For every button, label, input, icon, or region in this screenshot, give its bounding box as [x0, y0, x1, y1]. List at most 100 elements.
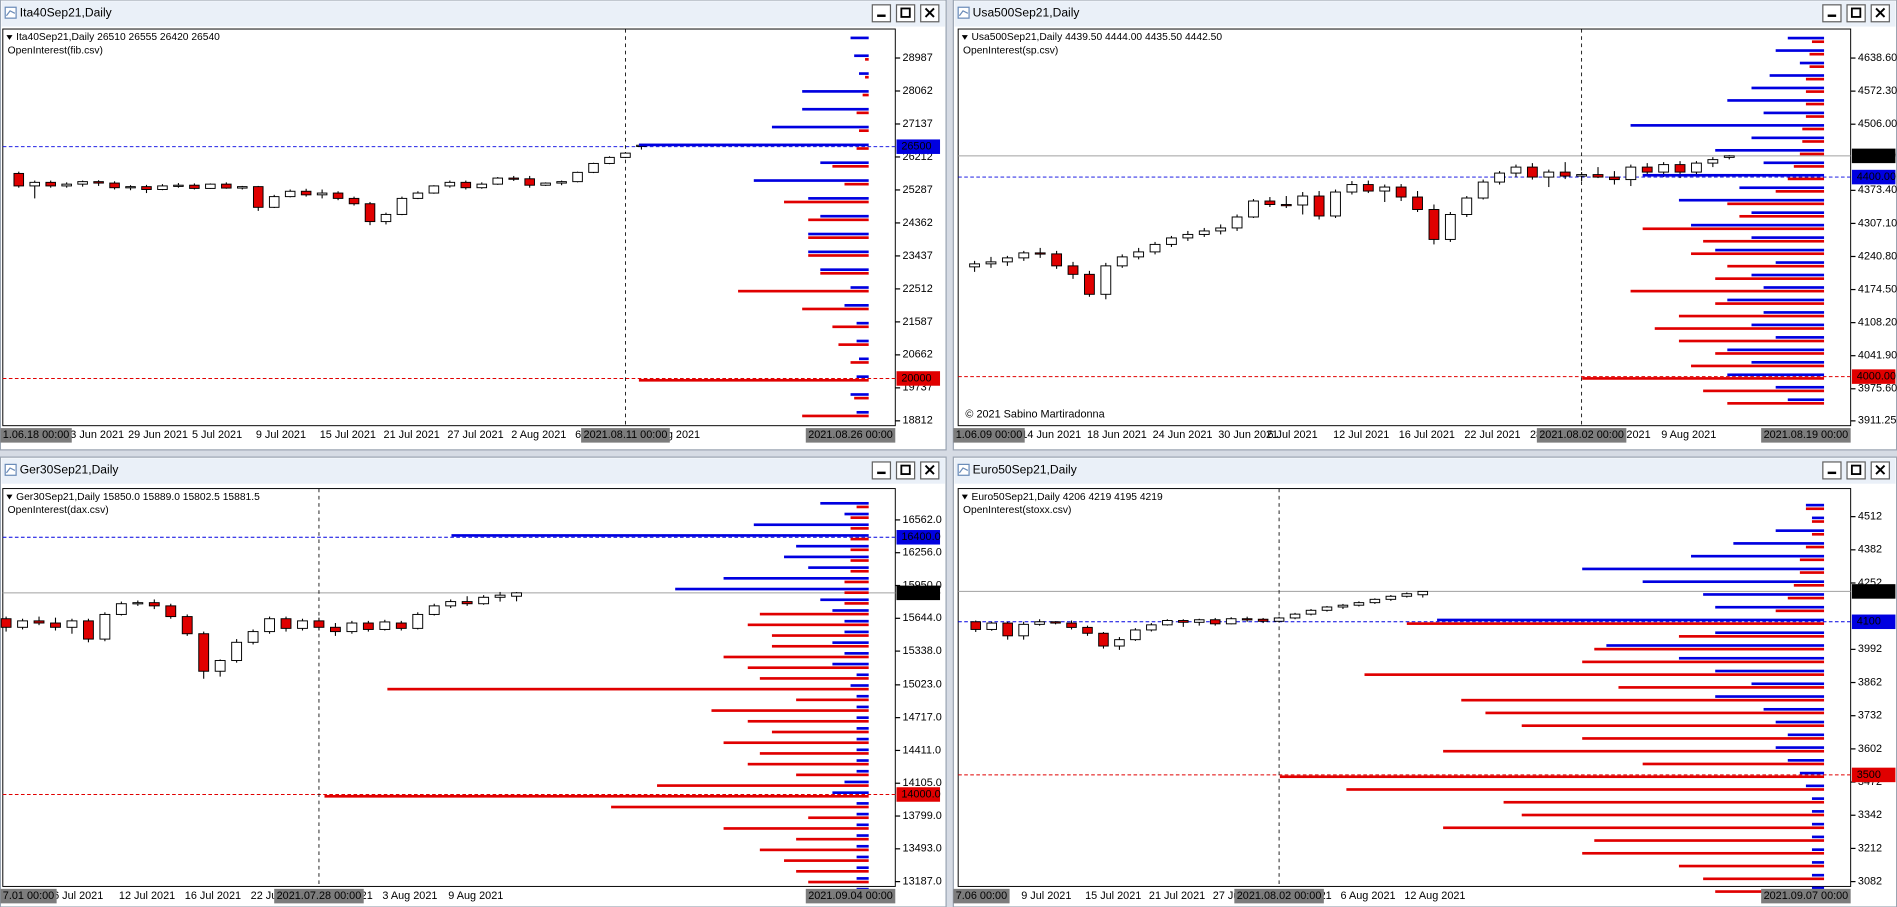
call-oi-bar: [1769, 74, 1825, 77]
call-oi-bar: [1775, 385, 1825, 389]
maximize-button[interactable]: [1846, 461, 1866, 480]
put-oi-bar: [1406, 622, 1825, 625]
call-oi-bar: [1703, 593, 1825, 596]
start-time-label: 7.01 00:00: [3, 890, 54, 902]
call-oi-bar: [844, 652, 869, 655]
candle-body: [1428, 209, 1440, 240]
call-oi-bar: [1805, 784, 1825, 788]
title-bar: [1, 1, 945, 27]
call-oi-bar: [1763, 311, 1825, 314]
y-tick-label: 13799.0: [903, 810, 942, 822]
put-oi-bar: [796, 773, 869, 777]
candle-body: [461, 601, 473, 605]
put-oi-bar: [808, 880, 869, 884]
put-oi-bar: [796, 837, 869, 841]
minimize-button[interactable]: [871, 461, 892, 480]
candle-body: [1609, 176, 1620, 181]
call-oi-bar: [1606, 644, 1825, 647]
call-oi-bar: [675, 587, 869, 591]
call-oi-bar: [856, 844, 869, 848]
candle-body: [221, 183, 232, 189]
level-label: 3500: [1857, 769, 1881, 781]
candle-body: [985, 261, 997, 265]
candle-body: [380, 213, 392, 223]
y-tick-label: 14105.0: [903, 777, 942, 789]
collapse-arrow[interactable]: [6, 494, 13, 500]
call-oi-bar: [1811, 861, 1825, 864]
call-oi-bar: [808, 566, 869, 569]
y-tick-label: 4572.30: [1858, 85, 1897, 97]
call-oi-bar: [854, 54, 869, 58]
candle-body: [524, 178, 535, 186]
candle-body: [1050, 621, 1061, 624]
put-oi-bar: [638, 378, 869, 382]
chart-title: Ger30Sep21,Daily 15850.0 15889.0 15802.5…: [16, 492, 260, 503]
candle-body: [396, 197, 408, 215]
y-tick-label: 4174.50: [1858, 283, 1897, 295]
call-oi-bar: [1582, 567, 1825, 571]
y-tick-label: 3342: [1858, 809, 1882, 821]
minimize-button[interactable]: [1822, 461, 1842, 480]
call-oi-bar: [1763, 161, 1825, 165]
candle-body: [1146, 624, 1157, 631]
candle-body: [148, 602, 160, 607]
call-oi-bar: [820, 268, 869, 272]
candle-body: [1225, 618, 1237, 625]
put-oi-bar: [1727, 264, 1825, 268]
call-oi-bar: [856, 823, 869, 827]
candle-body: [237, 186, 248, 189]
put-oi-bar: [1739, 214, 1825, 218]
level-label: 4442.50: [1857, 150, 1896, 162]
put-oi-bar: [1678, 635, 1825, 638]
call-oi-bar: [856, 759, 869, 762]
candle-body: [1248, 200, 1259, 218]
x-tick-label: 30 Jun 2021: [1218, 429, 1278, 441]
maximize-button[interactable]: [1846, 4, 1866, 23]
put-oi-bar: [1582, 737, 1825, 740]
minimize-button[interactable]: [1822, 4, 1842, 23]
window-title: Usa500Sep21,Daily: [973, 5, 1081, 19]
candle-body: [1313, 195, 1325, 217]
level-label-bg: [896, 371, 941, 386]
x-tick-label: 12 Jul 2021: [119, 890, 175, 902]
candle-body: [29, 181, 41, 187]
put-oi-bar: [747, 762, 869, 766]
call-oi-bar: [856, 737, 869, 741]
maximize-button[interactable]: [895, 4, 916, 23]
collapse-arrow[interactable]: [961, 35, 968, 40]
put-oi-bar: [850, 559, 869, 562]
call-oi-bar: [1799, 61, 1825, 65]
call-oi-bar: [1787, 398, 1825, 402]
put-oi-bar: [387, 687, 869, 691]
window-icon: [957, 463, 970, 476]
y-tick-label: 3082: [1858, 875, 1882, 887]
candle-body: [970, 621, 982, 630]
call-oi-bar: [1751, 86, 1825, 90]
collapse-arrow[interactable]: [6, 35, 13, 40]
candle-body: [1114, 639, 1125, 647]
x-tick-label: 9 Jul 2021: [1021, 890, 1071, 902]
level-label: 4000.00: [1857, 370, 1896, 382]
call-oi-bar: [723, 577, 869, 580]
call-oi-bar: [856, 410, 869, 414]
title-bar: [954, 1, 1896, 27]
candle-body: [1297, 195, 1309, 206]
candle-body: [556, 181, 567, 184]
y-tick-label: 4373.40: [1858, 184, 1897, 196]
put-oi-bar: [1805, 77, 1825, 81]
y-tick-label: 15338.0: [903, 645, 942, 657]
maximize-button[interactable]: [895, 461, 916, 480]
window-icon: [957, 6, 970, 19]
candle-body: [1193, 619, 1205, 623]
close-glyph: [1875, 464, 1886, 475]
candle-body: [1592, 174, 1604, 178]
collapse-arrow[interactable]: [961, 494, 968, 500]
y-tick-label: 14717.0: [903, 712, 942, 724]
call-oi-bar: [1733, 542, 1825, 545]
window: [0, 0, 947, 451]
call-oi-bar: [850, 393, 869, 396]
put-oi-bar: [854, 396, 869, 400]
minimize-button[interactable]: [871, 4, 892, 23]
indicator-name: OpenInterest(sp.csv): [963, 46, 1058, 57]
